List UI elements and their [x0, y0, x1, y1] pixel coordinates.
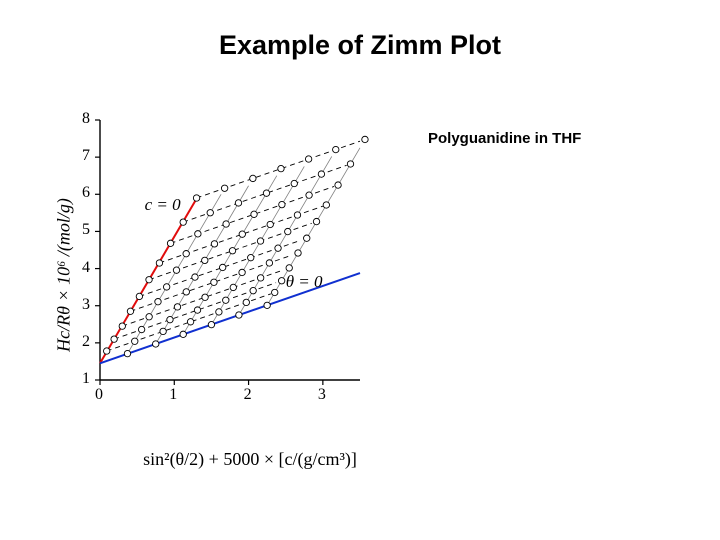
- y-tick-label: 5: [82, 221, 132, 239]
- y-tick-label: 2: [82, 333, 132, 351]
- y-tick-label: 8: [82, 110, 132, 128]
- x-axis-label: sin²(θ/2) + 5000 × [c/(g/cm³)]: [143, 449, 357, 470]
- page: Example of Zimm Plot Polyguanidine in TH…: [0, 0, 720, 540]
- y-tick-label: 6: [82, 184, 132, 202]
- zimm-plot: Hc/Rθ × 10⁶ /(mol/g) sin²(θ/2) + 5000 × …: [100, 120, 400, 430]
- x-tick-label: 0: [95, 386, 103, 404]
- annotation-theta-equals-0: θ = 0: [286, 272, 323, 292]
- chart-svg: [100, 120, 360, 380]
- y-tick-label: 7: [82, 147, 132, 165]
- y-axis-label: Hc/Rθ × 10⁶ /(mol/g): [54, 198, 75, 352]
- y-tick-label: 3: [82, 296, 132, 314]
- x-tick-label: 2: [244, 386, 252, 404]
- annotation-c-equals-0: c = 0: [145, 195, 181, 215]
- y-tick-label: 1: [82, 370, 132, 388]
- page-title: Example of Zimm Plot: [0, 30, 720, 61]
- x-tick-label: 1: [169, 386, 177, 404]
- caption-text: Polyguanidine in THF: [428, 130, 581, 147]
- y-tick-label: 4: [82, 259, 132, 277]
- x-tick-label: 3: [318, 386, 326, 404]
